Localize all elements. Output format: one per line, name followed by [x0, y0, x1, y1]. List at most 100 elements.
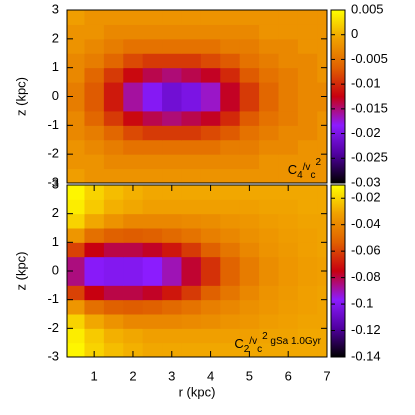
heatmap-cell [317, 24, 328, 40]
heatmap-cell [162, 199, 182, 215]
heatmap-cell [142, 213, 163, 229]
heatmap-cell [220, 10, 241, 25]
heatmap-cell [317, 242, 328, 258]
heatmap-cell [162, 139, 182, 155]
heatmap-cell [259, 96, 279, 112]
heatmap-cell [142, 154, 163, 170]
heatmap-cell [123, 271, 144, 286]
annotation-part: 2 [315, 157, 321, 168]
heatmap-cell [181, 110, 202, 126]
heatmap-cell [162, 168, 182, 184]
heatmap-cell [317, 328, 328, 344]
heatmap-cell [162, 125, 182, 141]
heatmap-cell [239, 96, 260, 112]
heatmap-cell [317, 285, 328, 301]
heatmap-cell [297, 10, 318, 25]
colorbar-tick-label: -0.02 [351, 125, 381, 140]
heatmap-cell [297, 154, 318, 170]
heatmap-cell [181, 168, 202, 184]
heatmap-cell [67, 199, 85, 215]
heatmap-cell [278, 154, 299, 170]
x-tick-label: 6 [285, 368, 292, 383]
heatmap-cell [162, 328, 182, 344]
y-tick-label: 3 [52, 176, 59, 191]
heatmap-cell [103, 213, 124, 229]
annotation-part: c [257, 344, 262, 355]
heatmap-cell [84, 314, 105, 329]
heatmap-cell [220, 299, 241, 315]
heatmap-cell [123, 38, 144, 54]
x-tick-label: 7 [323, 368, 330, 383]
heatmap-cell [142, 110, 163, 126]
y-tick-label: -1 [47, 117, 59, 132]
heatmap-cell [123, 299, 144, 315]
heatmap-cell [67, 82, 85, 97]
heatmap-cell [181, 299, 202, 315]
heatmap-cell [200, 328, 221, 344]
heatmap-cell [278, 185, 299, 200]
colorbar-tick-label: 0.005 [351, 1, 384, 16]
heatmap-cell [162, 24, 182, 40]
y-tick-label: -1 [47, 291, 59, 306]
heatmap-cell [278, 125, 299, 141]
heatmap-cell [297, 24, 318, 40]
heatmap-cell [67, 53, 85, 69]
heatmap-cell [103, 185, 124, 200]
heatmap-cell [317, 110, 328, 126]
heatmap-cell [239, 168, 260, 184]
heatmap-cell [278, 314, 299, 329]
heatmap-cell [220, 67, 241, 83]
heatmap-cell [278, 256, 299, 272]
heatmap-cell [181, 154, 202, 170]
heatmap-cell [162, 285, 182, 301]
heatmap-cell [181, 199, 202, 215]
heatmap-cell [142, 82, 163, 97]
heatmap-cell [123, 199, 144, 215]
annotation-part: c [310, 170, 315, 181]
heatmap-cell [297, 342, 318, 358]
heatmap-cell [259, 67, 279, 83]
heatmap-cell [239, 213, 260, 229]
heatmap-cell [84, 53, 105, 69]
heatmap-cell [239, 139, 260, 155]
heatmap-cell [103, 154, 124, 170]
heatmap-cell [181, 314, 202, 329]
heatmap-cell [259, 82, 279, 97]
heatmap-cell [220, 185, 241, 200]
heatmap-cell [220, 125, 241, 141]
heatmap-cell [67, 328, 85, 344]
heatmap-cell [200, 125, 221, 141]
heatmap-cell [278, 271, 299, 286]
heatmap-cell [259, 125, 279, 141]
heatmap-cell [142, 228, 163, 243]
heatmap-cell [317, 213, 328, 229]
heatmap-cell [123, 228, 144, 243]
heatmap-cell [67, 285, 85, 301]
heatmap-cell [317, 96, 328, 112]
heatmap-cell [200, 299, 221, 315]
heatmap-cell [84, 185, 105, 200]
colorbar-tick-label: -0.04 [351, 216, 381, 231]
heatmap-cell [123, 24, 144, 40]
heatmap-cell [278, 285, 299, 301]
heatmap-cell [220, 96, 241, 112]
heatmap-cell [162, 242, 182, 258]
heatmap-cell [239, 24, 260, 40]
heatmap-cell [220, 342, 241, 358]
y-tick-label: 2 [52, 205, 59, 220]
heatmap-cell [278, 53, 299, 69]
heatmap-cell [278, 328, 299, 344]
heatmap-cell [181, 271, 202, 286]
y-tick-label: -3 [47, 348, 59, 363]
heatmap-cell [239, 110, 260, 126]
heatmap-cell [278, 82, 299, 97]
heatmap-cell [297, 299, 318, 315]
heatmap-cell [142, 299, 163, 315]
heatmap-cell [103, 328, 124, 344]
heatmap-cell [123, 314, 144, 329]
heatmap-cell [297, 67, 318, 83]
heatmap-cell [103, 24, 124, 40]
colorbar-tick-label: -0.015 [351, 100, 388, 115]
heatmap-cell [239, 82, 260, 97]
